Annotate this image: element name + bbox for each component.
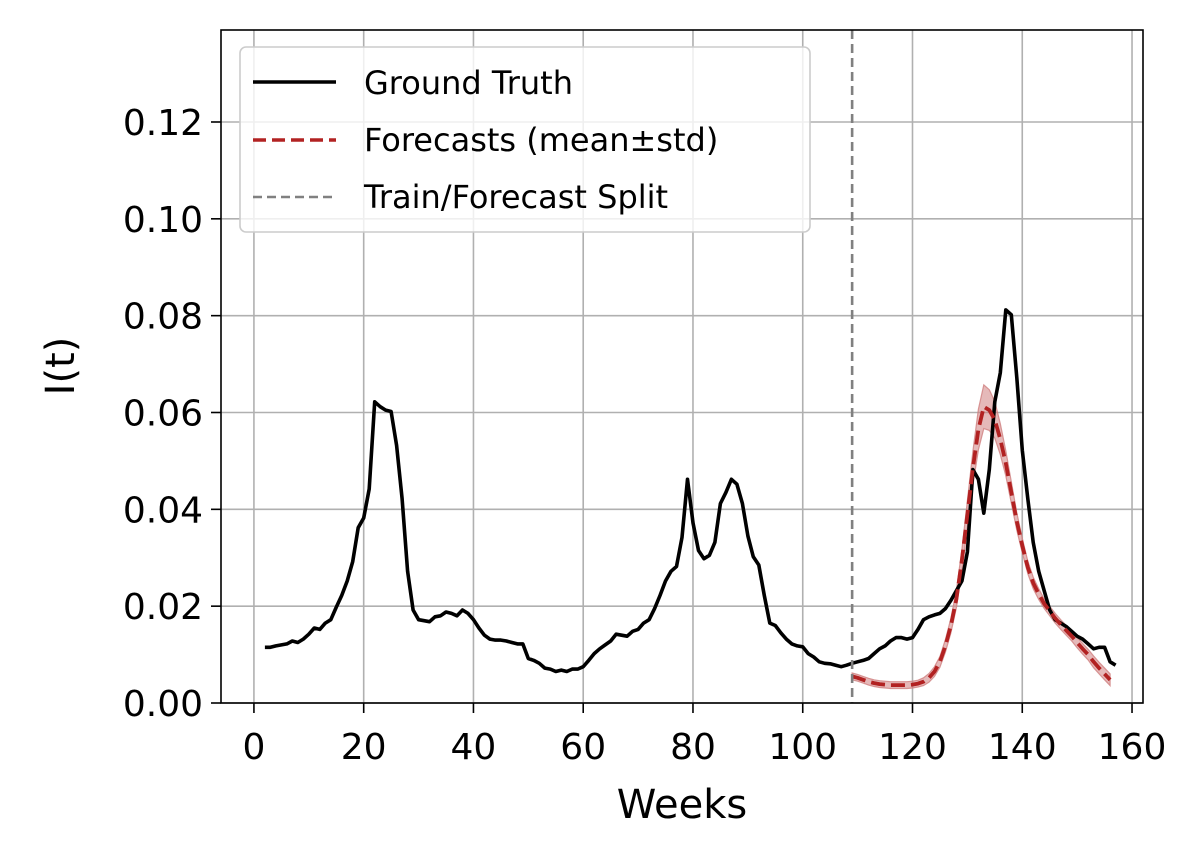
legend-forecast-label: Forecasts (mean±std): [364, 121, 718, 159]
y-tick-label: 0.00: [123, 684, 203, 725]
y-tick-label: 0.08: [123, 297, 203, 338]
y-tick-label: 0.12: [123, 103, 203, 144]
y-axis-title: I(t): [38, 337, 84, 396]
y-tick-label: 0.06: [123, 393, 203, 434]
legend-box: [239, 46, 811, 233]
x-tick-label: 160: [1098, 727, 1167, 768]
y-tick-label: 0.04: [123, 490, 203, 531]
y-tick-label: 0.02: [123, 587, 203, 628]
x-tick-label: 40: [451, 727, 497, 768]
series-layer: [264, 30, 1117, 703]
ticks: 0 20 40 60 80 100 120 140 160 0.00 0.02 0.04 0.06 0.0…: [123, 103, 1167, 768]
x-tick-label: 100: [768, 727, 837, 768]
x-tick-label: 140: [988, 727, 1057, 768]
legend-ground-truth-label: Ground Truth: [364, 64, 573, 102]
x-tick-label: 120: [878, 727, 947, 768]
x-tick-label: 0: [242, 727, 265, 768]
forecast-mean-line: [851, 404, 1112, 687]
x-tick-label: 80: [670, 727, 716, 768]
ground-truth-line: [264, 308, 1117, 674]
legend: Ground Truth Forecasts (mean±std) Train/…: [239, 46, 811, 233]
x-axis-title: Weeks: [617, 782, 747, 828]
legend-split-label: Train/Forecast Split: [363, 178, 668, 216]
x-tick-label: 20: [341, 727, 387, 768]
plot-frame: [220, 29, 1144, 704]
x-tick-label: 60: [560, 727, 606, 768]
y-tick-label: 0.10: [123, 200, 203, 241]
